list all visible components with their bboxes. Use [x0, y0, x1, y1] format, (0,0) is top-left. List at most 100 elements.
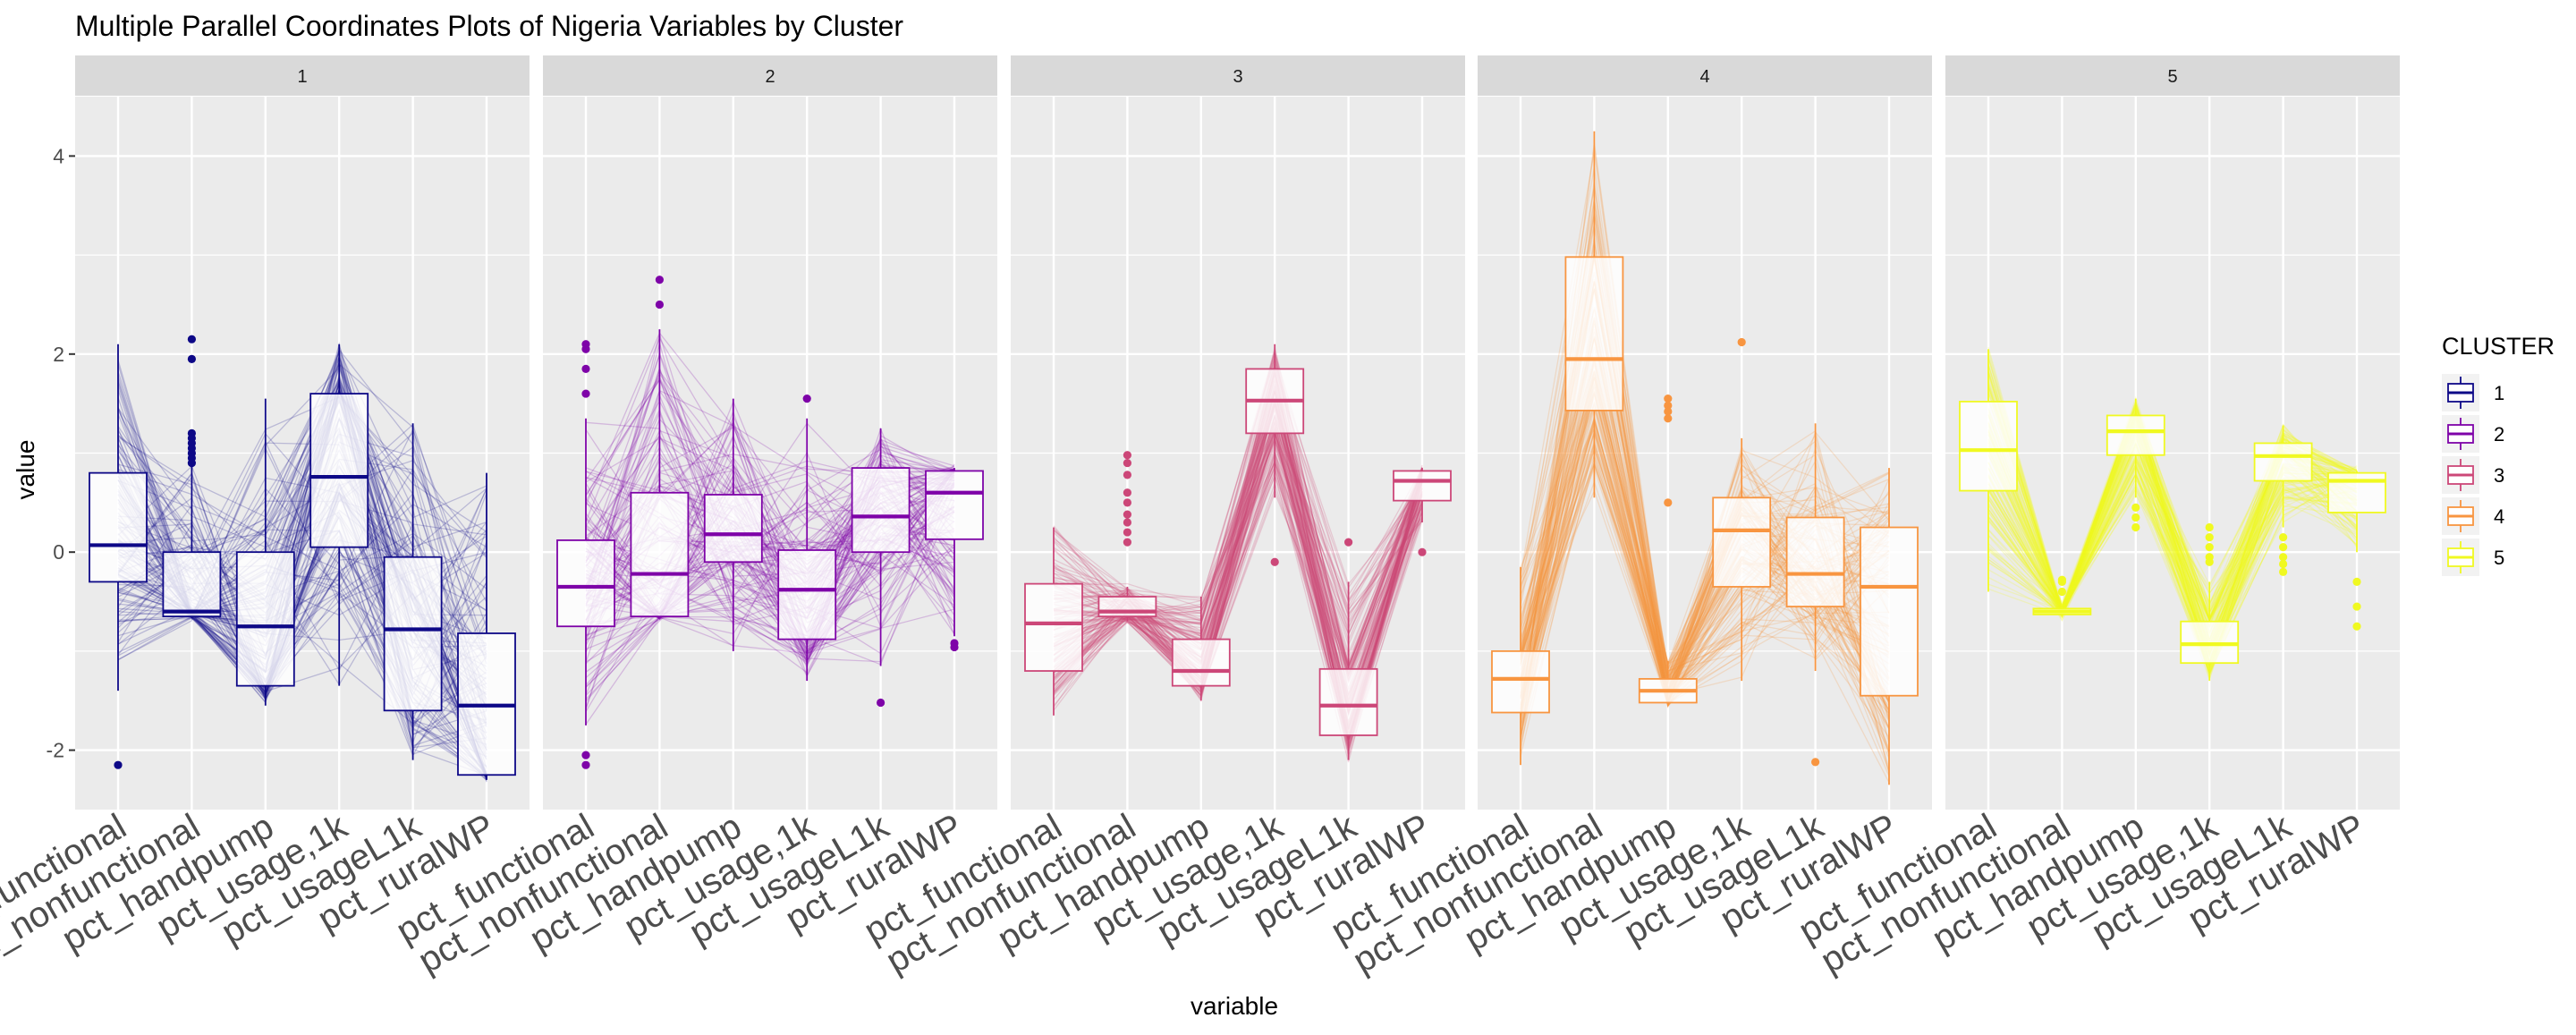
boxplot-pct_handpump	[703, 398, 763, 651]
parallel-line	[1053, 413, 1423, 697]
parallel-line	[1520, 457, 1890, 685]
parallel-line	[1987, 473, 2358, 645]
outlier-point	[2352, 602, 2361, 611]
parallel-line	[1053, 414, 1423, 707]
parallel-line	[1987, 404, 2358, 620]
outlier-point	[2352, 622, 2361, 631]
parallel-line	[1520, 418, 1890, 734]
parallel-line	[1987, 413, 2358, 656]
box	[1318, 667, 1378, 736]
parallel-line	[1520, 426, 1890, 776]
parallel-line	[1987, 465, 2358, 655]
parallel-line	[1987, 407, 2358, 675]
parallel-line	[117, 493, 487, 756]
box	[309, 393, 369, 548]
facet-strip	[75, 55, 530, 96]
parallel-line	[117, 430, 487, 657]
parallel-line	[1987, 441, 2358, 659]
boxplot-pct_ruralWP	[1860, 468, 1919, 785]
parallel-line	[585, 332, 955, 531]
legend-label: 2	[2494, 423, 2504, 445]
parallel-line	[1053, 471, 1423, 693]
parallel-line	[1520, 448, 1890, 708]
facet-strip	[1478, 55, 1932, 96]
y-axis: -2 0 2 4	[47, 144, 75, 762]
outlier-point	[2205, 532, 2214, 542]
parallel-line	[1987, 423, 2358, 629]
outlier-point	[2131, 503, 2140, 512]
parallel-line	[1053, 453, 1423, 683]
box	[2327, 471, 2386, 513]
legend: CLUSTER 1 2 3 4 5	[2442, 333, 2555, 576]
outlier-point	[187, 354, 196, 363]
parallel-line	[1520, 429, 1890, 723]
parallel-line	[585, 501, 955, 663]
legend-label: 4	[2494, 505, 2504, 528]
parallel-line	[1987, 405, 2358, 666]
parallel-line	[1520, 446, 1890, 700]
y-tick-label: -2	[47, 739, 64, 762]
facet-strip-label: 1	[297, 67, 307, 87]
parallel-line	[1987, 447, 2358, 621]
outlier-point	[187, 335, 196, 344]
outlier-point	[877, 698, 886, 708]
outlier-point	[1811, 758, 1820, 767]
y-tick-label: 0	[53, 540, 64, 564]
parallel-line	[585, 463, 955, 673]
parallel-line	[1987, 429, 2358, 665]
parallel-line	[1987, 386, 2358, 669]
parallel-line	[1053, 416, 1423, 702]
parallel-line	[1053, 381, 1423, 678]
box	[1097, 596, 1157, 618]
facet-panel-4: 4pct_functionalpct_nonfunctionalpct_hand…	[1325, 55, 1932, 981]
boxplot-pct_handpump	[1171, 597, 1231, 701]
x-axis-title: variable	[1191, 992, 1278, 1020]
box	[630, 491, 690, 618]
parallel-line	[1987, 406, 2358, 621]
parallel-line	[1053, 403, 1423, 668]
facet-strip-label: 5	[2167, 67, 2177, 87]
parallel-line	[1987, 414, 2358, 677]
box	[925, 470, 984, 540]
parallel-line	[1987, 410, 2358, 621]
box	[1393, 470, 1452, 502]
parallel-line	[1520, 416, 1890, 751]
box	[383, 556, 443, 712]
parallel-line	[1053, 409, 1423, 670]
boxplot-pct_ruralWP	[925, 468, 984, 652]
parallel-line	[1053, 403, 1423, 683]
parallel-line	[585, 340, 955, 655]
parallel-line	[1053, 458, 1423, 666]
parallel-line	[1053, 393, 1423, 708]
boxplot-pct_usageL1k	[851, 428, 911, 708]
boxplot-pct_nonfunctional	[162, 335, 222, 618]
parallel-line	[1987, 410, 2358, 614]
boxplot-pct_usageL1k	[1785, 423, 1845, 767]
outlier-point	[114, 760, 123, 769]
outlier-point	[581, 364, 590, 374]
boxplot-pct_functional	[556, 340, 615, 769]
outlier-point	[1123, 518, 1131, 527]
parallel-line	[585, 377, 955, 609]
parallel-line	[117, 410, 487, 725]
boxplot-pct_ruralWP	[457, 472, 516, 780]
legend-key-4: 4	[2442, 497, 2504, 535]
facet-strip	[1011, 55, 1465, 96]
boxplot-pct_usageL1k	[2253, 425, 2313, 576]
parallel-line	[1520, 443, 1890, 759]
parallel-line	[1053, 384, 1423, 691]
box	[1785, 516, 1845, 607]
legend-key-3: 3	[2442, 456, 2504, 494]
outlier-point	[655, 276, 665, 284]
box	[235, 551, 295, 687]
outlier-point	[2279, 553, 2288, 562]
parallel-line	[585, 437, 955, 621]
parallel-line	[1520, 461, 1890, 728]
parallel-line	[1520, 151, 1890, 695]
outlier-point	[581, 760, 590, 769]
parallel-line	[1053, 432, 1423, 682]
parallel-line	[1987, 426, 2358, 675]
parallel-line	[585, 418, 955, 633]
parallel-line	[1053, 352, 1423, 683]
